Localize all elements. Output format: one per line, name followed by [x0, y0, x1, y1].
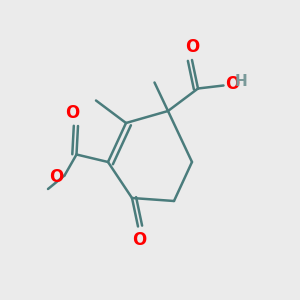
- Text: O: O: [185, 38, 199, 56]
- Text: O: O: [65, 104, 80, 122]
- Text: O: O: [132, 231, 147, 249]
- Text: O: O: [225, 75, 239, 93]
- Text: H: H: [235, 74, 248, 89]
- Text: O: O: [49, 168, 63, 186]
